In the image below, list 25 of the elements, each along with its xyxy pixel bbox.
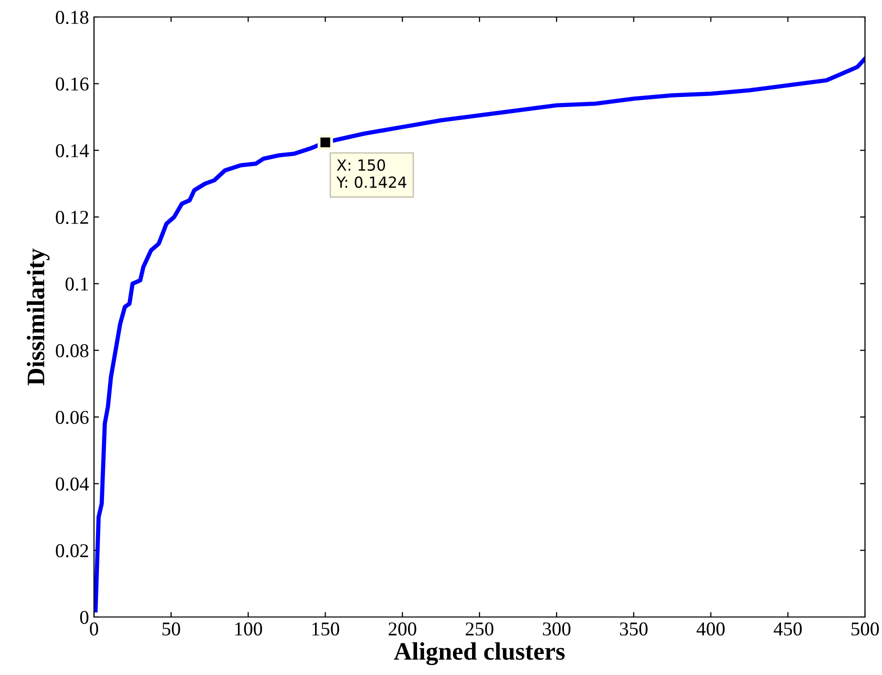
x-tick-label: 300 [542,622,570,636]
line-series [94,56,865,612]
x-tick-label: 350 [620,622,648,636]
y-axis-title: Dissimilarity [26,248,50,386]
y-tick-label: 0.14 [56,144,89,158]
x-tick-label: 50 [162,622,180,636]
x-tick-label: 250 [466,622,494,636]
y-tick-label: 0.18 [56,10,88,24]
y-tick-label: 0.1 [66,277,88,291]
y-tick-label: 0.04 [56,477,89,491]
x-tick-label: 500 [852,622,879,636]
x-tick-label: 100 [235,622,262,636]
y-tick-label: 0.16 [56,77,89,91]
y-tick-label: 0.08 [56,344,88,358]
y-tick-label: 0.12 [56,210,88,224]
x-tick-label: 150 [312,622,340,636]
y-tick-label: 0 [80,610,88,624]
x-axis-title: Aligned clusters [394,642,565,666]
x-tick-label: 200 [388,622,416,636]
annotation: X: 150 Y: 0.1424 [336,159,406,188]
x-tick-label: 450 [774,622,802,636]
x-tick-label: 0 [90,622,98,636]
x-tick-label: 400 [696,622,725,636]
y-tick-label: 0.06 [56,410,89,424]
y-tick-label: 0.02 [56,544,88,558]
